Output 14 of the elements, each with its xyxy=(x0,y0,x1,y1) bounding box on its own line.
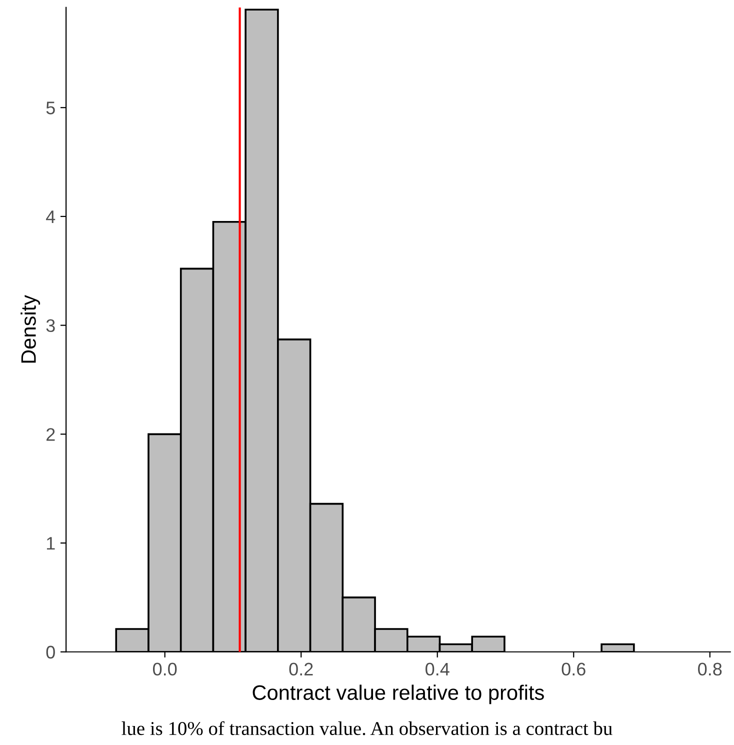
text: lue is 10% of transaction value. An observation is a contract bu xyxy=(122,721,612,736)
y-tick-label: 4 xyxy=(46,210,56,223)
x-axis-title: Contract value relative to profits xyxy=(252,684,544,704)
y-tick-label: 1 xyxy=(46,537,55,550)
y-tick-label: 5 xyxy=(46,102,55,114)
x-tick-label: 0.6 xyxy=(562,662,586,676)
y-tick-label: 2 xyxy=(46,428,55,441)
x-tick-label: 0.0 xyxy=(153,662,177,676)
x-tick-label: 0.8 xyxy=(698,662,722,676)
y-axis-title: Density xyxy=(20,294,40,363)
y-tick-label: 0 xyxy=(46,646,55,659)
x-tick-label: 0.2 xyxy=(289,662,313,676)
x-tick-label: 0.4 xyxy=(426,662,450,676)
y-tick-label: 3 xyxy=(46,319,55,332)
